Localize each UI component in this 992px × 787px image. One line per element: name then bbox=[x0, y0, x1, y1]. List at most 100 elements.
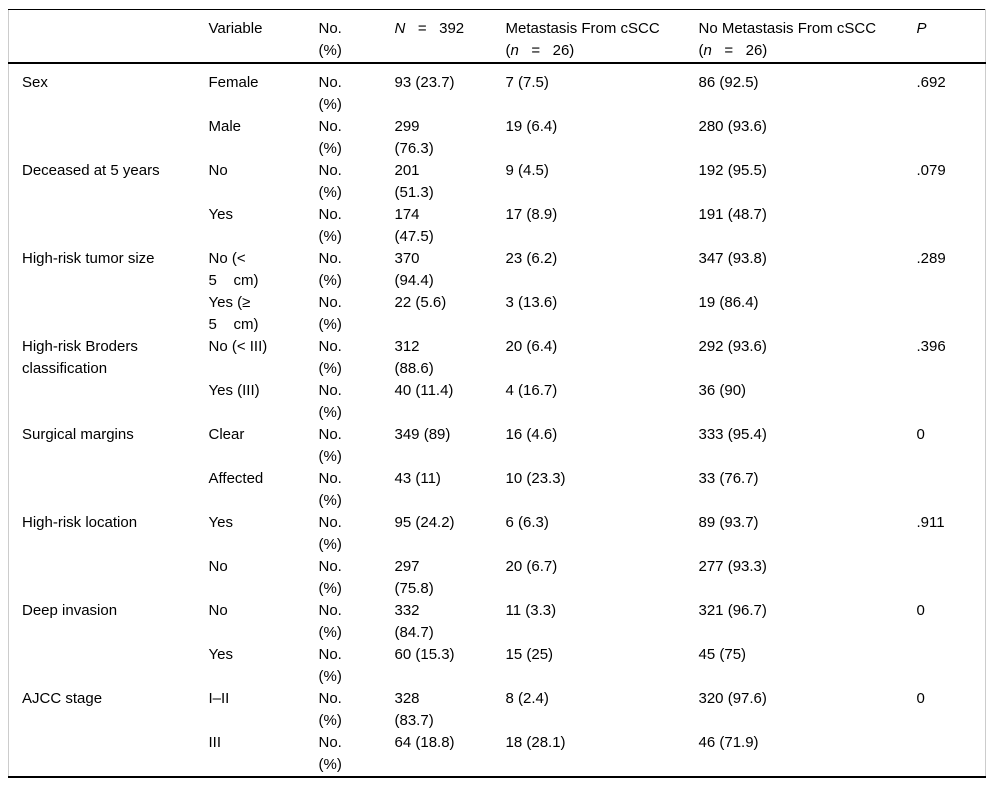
row-total-value: 43 (11) bbox=[394, 470, 441, 487]
row-no-metastasis-value: 191 (48.7) bbox=[698, 206, 767, 223]
row-variable: Yes (III) bbox=[208, 382, 260, 399]
header-line: (n = 26) bbox=[698, 42, 768, 59]
row-group-label: High-risk tumor size bbox=[22, 250, 155, 267]
row-no-metastasis-value: 36 (90) bbox=[698, 382, 747, 399]
row-variable: No bbox=[208, 162, 228, 179]
row-no-metastasis-value: 321 (96.7) bbox=[698, 602, 767, 619]
row-no-pct-label: No. (%) bbox=[318, 74, 342, 113]
row-total-value: 312 (88.6) bbox=[394, 338, 434, 377]
row-group-label: Deceased at 5 years bbox=[22, 162, 160, 179]
row-group-label: High-risk location bbox=[22, 514, 138, 531]
table-row: Yes No. (%) 60 (15.3) 15 (25) 45 (75) bbox=[9, 644, 986, 688]
row-p-value: .396 bbox=[916, 338, 946, 355]
row-total-value: 297 (75.8) bbox=[394, 558, 434, 597]
table-row: AJCC stage I–II No. (%) 328 (83.7) 8 (2.4) 32… bbox=[9, 688, 986, 732]
row-p-value bbox=[904, 732, 986, 777]
row-no-metastasis-value: 280 (93.6) bbox=[698, 118, 767, 135]
row-no-metastasis-value: 292 (93.6) bbox=[698, 338, 767, 355]
row-variable: III bbox=[208, 734, 222, 751]
row-metastasis-value: 15 (25) bbox=[505, 646, 554, 663]
col-header-total-n: N = 392 bbox=[381, 9, 493, 64]
table-row: Yes (≥ 5 cm) No. (%) 22 (5.6) 3 (13.6) 19 (8… bbox=[9, 292, 986, 336]
col-header-group bbox=[8, 9, 196, 64]
row-no-pct-label: No. (%) bbox=[318, 514, 342, 553]
row-p-value bbox=[904, 644, 986, 688]
row-total-value: 40 (11.4) bbox=[394, 382, 454, 399]
table-row: Deep invasion No No. (%) 332 (84.7) 11 (3.3)… bbox=[9, 600, 986, 644]
row-metastasis-value: 20 (6.4) bbox=[505, 338, 558, 355]
row-variable: Yes bbox=[208, 646, 233, 663]
row-total-value: 201 (51.3) bbox=[394, 162, 434, 201]
row-no-pct-label: No. (%) bbox=[318, 426, 342, 465]
row-total-value: 332 (84.7) bbox=[394, 602, 434, 641]
table-row: High-risk location Yes No. (%) 95 (24.2) 6 (… bbox=[9, 512, 986, 556]
row-p-value bbox=[904, 204, 986, 248]
row-no-metastasis-value: 320 (97.6) bbox=[698, 690, 767, 707]
header-line: Metastasis From cSCC bbox=[505, 20, 660, 37]
row-no-pct-label: No. (%) bbox=[318, 602, 342, 641]
row-metastasis-value: 18 (28.1) bbox=[505, 734, 566, 751]
row-total-value: 64 (18.8) bbox=[394, 734, 455, 751]
row-no-metastasis-value: 45 (75) bbox=[698, 646, 747, 663]
row-no-metastasis-value: 19 (86.4) bbox=[698, 294, 759, 311]
table-row: III No. (%) 64 (18.8) 18 (28.1) 46 (71.9) bbox=[9, 732, 986, 777]
row-metastasis-value: 11 (3.3) bbox=[505, 602, 557, 619]
row-p-value bbox=[904, 292, 986, 336]
table-row: Yes No. (%) 174 (47.5) 17 (8.9) 191 (48.7) bbox=[9, 204, 986, 248]
row-no-metastasis-value: 277 (93.3) bbox=[698, 558, 767, 575]
row-p-value: .692 bbox=[916, 74, 946, 91]
row-variable: I–II bbox=[208, 690, 230, 707]
row-no-pct-label: No. (%) bbox=[318, 206, 342, 245]
header-line: (n = 26) bbox=[505, 42, 575, 59]
row-no-pct-label: No. (%) bbox=[318, 118, 342, 157]
row-no-pct-label: No. (%) bbox=[318, 646, 342, 685]
table-row: Affected No. (%) 43 (11) 10 (23.3) 33 (76.7) bbox=[9, 468, 986, 512]
row-p-value bbox=[904, 116, 986, 160]
row-group-label bbox=[9, 732, 196, 777]
col-header-metastasis: Metastasis From cSCC (n = 26) bbox=[492, 9, 686, 64]
row-group-label bbox=[9, 644, 196, 688]
row-no-pct-label: No. (%) bbox=[318, 382, 342, 421]
row-group-label: High-risk Broders classification bbox=[22, 338, 138, 377]
row-group-label bbox=[9, 468, 196, 512]
row-variable: Female bbox=[208, 74, 259, 91]
table-row: Male No. (%) 299 (76.3) 19 (6.4) 280 (93.6) bbox=[9, 116, 986, 160]
metastasis-statistics-table: Variable No. (%) N = 392 Metastasis From… bbox=[8, 9, 986, 778]
row-p-value: .911 bbox=[916, 514, 945, 531]
row-no-pct-label: No. (%) bbox=[318, 338, 342, 377]
row-group-label: AJCC stage bbox=[22, 690, 103, 707]
row-group-label bbox=[9, 556, 196, 600]
row-metastasis-value: 10 (23.3) bbox=[505, 470, 566, 487]
row-p-value: 0 bbox=[916, 690, 925, 707]
table-row: Yes (III) No. (%) 40 (11.4) 4 (16.7) 36 (90) bbox=[9, 380, 986, 424]
row-metastasis-value: 3 (13.6) bbox=[505, 294, 558, 311]
col-header-p-value: P bbox=[903, 9, 986, 64]
row-variable: No bbox=[208, 558, 228, 575]
row-no-metastasis-value: 89 (93.7) bbox=[698, 514, 759, 531]
row-group-label: Surgical margins bbox=[22, 426, 134, 443]
row-no-pct-label: No. (%) bbox=[318, 690, 342, 729]
row-p-value bbox=[904, 556, 986, 600]
col-header-no-pct: No. (%) bbox=[305, 9, 382, 64]
row-total-value: 299 (76.3) bbox=[394, 118, 434, 157]
table-row: Surgical margins Clear No. (%) 349 (89) 16 (… bbox=[9, 424, 986, 468]
row-variable: No (< III) bbox=[208, 338, 268, 355]
row-metastasis-value: 20 (6.7) bbox=[505, 558, 558, 575]
row-metastasis-value: 19 (6.4) bbox=[505, 118, 558, 135]
row-metastasis-value: 6 (6.3) bbox=[505, 514, 549, 531]
row-total-value: 174 (47.5) bbox=[394, 206, 434, 245]
table-row: Sex Female No. (%) 93 (23.7) 7 (7.5) 86 (92.5… bbox=[9, 63, 986, 116]
row-variable: No (< 5 cm) bbox=[208, 250, 259, 289]
row-no-pct-label: No. (%) bbox=[318, 558, 342, 597]
row-no-pct-label: No. (%) bbox=[318, 734, 342, 773]
row-no-metastasis-value: 192 (95.5) bbox=[698, 162, 767, 179]
row-metastasis-value: 9 (4.5) bbox=[505, 162, 549, 179]
row-no-metastasis-value: 46 (71.9) bbox=[698, 734, 759, 751]
table-row: High-risk Broders classification No (< II… bbox=[9, 336, 986, 380]
row-total-value: 349 (89) bbox=[394, 426, 451, 443]
row-no-pct-label: No. (%) bbox=[318, 250, 342, 289]
row-variable: Affected bbox=[208, 470, 264, 487]
table-row: Deceased at 5 years No No. (%) 201 (51.3) 9 … bbox=[9, 160, 986, 204]
row-total-value: 60 (15.3) bbox=[394, 646, 455, 663]
